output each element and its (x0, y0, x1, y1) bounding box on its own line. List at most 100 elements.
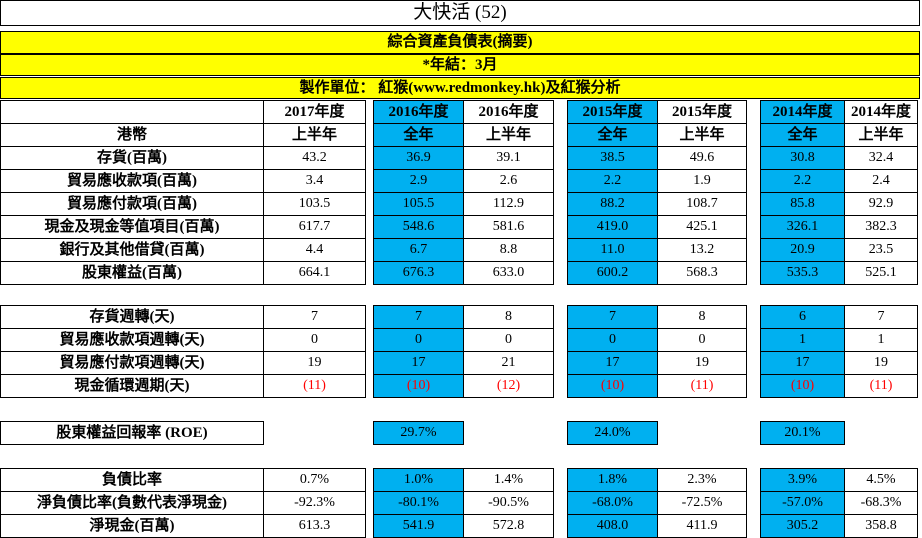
value-cell: -80.1% (373, 491, 464, 515)
col-header-period: 上半年 (463, 123, 554, 147)
table-row: 現金循環週期(天) (11) (10) (12) (10) (11) (10) (11) (0, 374, 918, 398)
col-header-period: 上半年 (844, 123, 918, 147)
value-cell: 676.3 (373, 261, 464, 285)
value-cell: 11.0 (567, 238, 658, 262)
value-cell: 419.0 (567, 215, 658, 239)
col-header-period: 全年 (760, 123, 845, 147)
value-cell: -92.3% (263, 491, 366, 515)
value-cell: 617.7 (263, 215, 366, 239)
col-header-year: 2014年度 (760, 100, 845, 124)
value-cell: (10) (567, 374, 658, 398)
value-cell: (11) (657, 374, 747, 398)
value-cell: 0.7% (263, 468, 366, 492)
value-cell: (12) (463, 374, 554, 398)
value-cell: 13.2 (657, 238, 747, 262)
value-cell: 408.0 (567, 514, 658, 538)
value-cell: 633.0 (463, 261, 554, 285)
value-cell: 3.4 (263, 169, 366, 193)
value-cell: 7 (844, 305, 918, 329)
table-row: 淨負債比率(負數代表淨現金) -92.3% -80.1% -90.5% -68.0% -7… (0, 491, 918, 515)
row-label: 現金及現金等值項目(百萬) (0, 215, 264, 239)
value-cell: 326.1 (760, 215, 845, 239)
header-period-row: 港幣 上半年 全年 上半年 全年 上半年 全年 上半年 (0, 123, 918, 147)
value-cell: 38.5 (567, 146, 658, 170)
value-cell: 7 (373, 305, 464, 329)
value-cell: 568.3 (657, 261, 747, 285)
value-cell: 0 (373, 328, 464, 352)
row-label: 銀行及其他借貸(百萬) (0, 238, 264, 262)
value-cell: 92.9 (844, 192, 918, 216)
value-cell: 85.8 (760, 192, 845, 216)
value-cell: 411.9 (657, 514, 747, 538)
col-header-year: 2016年度 (463, 100, 554, 124)
row-label: 貿易應收款項週轉(天) (0, 328, 264, 352)
roe-row: 股東權益回報率 (ROE) 29.7% 24.0% 20.1% (0, 421, 918, 445)
row-label: 現金循環週期(天) (0, 374, 264, 398)
value-cell: 1.0% (373, 468, 464, 492)
value-cell: 2.4 (844, 169, 918, 193)
value-cell: 1 (760, 328, 845, 352)
value-cell: (10) (373, 374, 464, 398)
value-cell: 382.3 (844, 215, 918, 239)
value-cell: 2.3% (657, 468, 747, 492)
value-cell: 105.5 (373, 192, 464, 216)
producer-credit: 製作單位： 紅猴(www.redmonkey.hk)及紅猴分析 (0, 77, 920, 99)
table-row: 貿易應付款項(百萬) 103.5 105.5 112.9 88.2 108.7 85.8 92… (0, 192, 918, 216)
header-blank (0, 100, 264, 124)
row-label: 淨負債比率(負數代表淨現金) (0, 491, 264, 515)
value-cell: 2.2 (760, 169, 845, 193)
value-cell: 19 (657, 351, 747, 375)
value-cell: 39.1 (463, 146, 554, 170)
table-row: 貿易應收款項(百萬) 3.4 2.9 2.6 2.2 1.9 2.2 2.4 (0, 169, 918, 193)
value-cell: 8 (657, 305, 747, 329)
debt-section: 負債比率 0.7% 1.0% 1.4% 1.8% 2.3% 3.9% 4.5% 淨負債比率(負數… (0, 468, 918, 538)
row-label: 淨現金(百萬) (0, 514, 264, 538)
value-cell: -90.5% (463, 491, 554, 515)
value-cell: 535.3 (760, 261, 845, 285)
value-cell: 1.4% (463, 468, 554, 492)
value-cell: 108.7 (657, 192, 747, 216)
currency-label: 港幣 (0, 123, 264, 147)
col-header-year: 2015年度 (657, 100, 747, 124)
report-title: 大快活 (52) (0, 0, 920, 26)
table-row: 負債比率 0.7% 1.0% 1.4% 1.8% 2.3% 3.9% 4.5% (0, 468, 918, 492)
value-cell: 7 (263, 305, 366, 329)
row-label: 貿易應付款項(百萬) (0, 192, 264, 216)
value-cell: 613.3 (263, 514, 366, 538)
col-header-year: 2017年度 (263, 100, 366, 124)
col-header-year: 2016年度 (373, 100, 464, 124)
row-label: 存貨(百萬) (0, 146, 264, 170)
table-row: 股東權益(百萬) 664.1 676.3 633.0 600.2 568.3 535.3 52… (0, 261, 918, 285)
value-cell: 17 (760, 351, 845, 375)
col-header-period: 上半年 (657, 123, 747, 147)
value-cell: 43.2 (263, 146, 366, 170)
value-cell: (10) (760, 374, 845, 398)
value-cell: 4.4 (263, 238, 366, 262)
value-cell: 30.8 (760, 146, 845, 170)
value-cell: 112.9 (463, 192, 554, 216)
value-cell: 23.5 (844, 238, 918, 262)
value-cell: 17 (373, 351, 464, 375)
row-label: 負債比率 (0, 468, 264, 492)
row-label: 存貨週轉(天) (0, 305, 264, 329)
value-cell: 664.1 (263, 261, 366, 285)
value-cell: 0 (263, 328, 366, 352)
header-year-row: 2017年度 2016年度 2016年度 2015年度 2015年度 2014年… (0, 100, 918, 124)
table-row: 貿易應付款項週轉(天) 19 17 21 17 19 17 19 (0, 351, 918, 375)
table-row: 存貨(百萬) 43.2 36.9 39.1 38.5 49.6 30.8 32.4 (0, 146, 918, 170)
value-cell: (11) (844, 374, 918, 398)
col-header-period: 上半年 (263, 123, 366, 147)
value-cell: 88.2 (567, 192, 658, 216)
value-cell: 548.6 (373, 215, 464, 239)
value-cell: 6 (760, 305, 845, 329)
value-cell: 600.2 (567, 261, 658, 285)
value-cell: (11) (263, 374, 366, 398)
value-cell: -57.0% (760, 491, 845, 515)
value-cell: 7 (567, 305, 658, 329)
table-row: 現金及現金等值項目(百萬) 617.7 548.6 581.6 419.0 425.1 32… (0, 215, 918, 239)
value-cell: 19 (263, 351, 366, 375)
value-cell: 17 (567, 351, 658, 375)
roe-value: 29.7% (373, 421, 464, 445)
roe-label: 股東權益回報率 (ROE) (0, 421, 264, 445)
value-cell: 0 (657, 328, 747, 352)
